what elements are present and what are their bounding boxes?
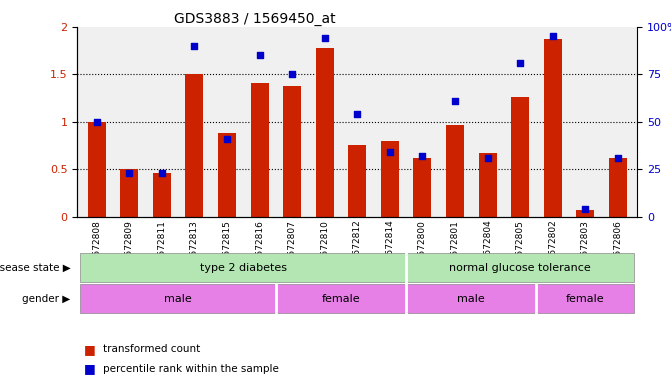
Point [384, 149, 395, 156]
Bar [348, 145, 366, 217]
Point [319, 35, 330, 41]
Point [450, 98, 460, 104]
Point [189, 43, 200, 49]
Text: female: female [566, 293, 605, 304]
Text: ■: ■ [84, 343, 96, 356]
Bar [88, 122, 105, 217]
Bar [446, 125, 464, 217]
Point [91, 119, 102, 125]
Text: GDS3883 / 1569450_at: GDS3883 / 1569450_at [174, 12, 336, 25]
Text: ■: ■ [84, 362, 96, 375]
Text: gender ▶: gender ▶ [22, 293, 70, 304]
Bar [478, 153, 497, 217]
Text: male: male [164, 293, 192, 304]
Point [124, 170, 135, 176]
Point [221, 136, 232, 142]
Bar [511, 97, 529, 217]
Point [417, 153, 428, 159]
Bar [576, 210, 595, 217]
Text: normal glucose tolerance: normal glucose tolerance [450, 263, 591, 273]
Text: male: male [458, 293, 485, 304]
Text: disease state ▶: disease state ▶ [0, 263, 70, 273]
Bar [120, 169, 138, 217]
Text: transformed count: transformed count [103, 344, 200, 354]
Point [287, 71, 297, 78]
Bar [153, 173, 171, 217]
Text: female: female [321, 293, 360, 304]
Bar [283, 86, 301, 217]
Point [613, 155, 623, 161]
Bar [316, 48, 333, 217]
Point [156, 170, 167, 176]
Bar [609, 158, 627, 217]
Bar [544, 39, 562, 217]
Bar [218, 133, 236, 217]
Bar [381, 141, 399, 217]
Point [548, 33, 558, 40]
Point [254, 52, 265, 58]
Point [580, 206, 590, 212]
Point [352, 111, 362, 118]
Text: type 2 diabetes: type 2 diabetes [200, 263, 287, 273]
Text: percentile rank within the sample: percentile rank within the sample [103, 364, 278, 374]
Bar [251, 83, 268, 217]
Bar [185, 74, 203, 217]
Point [515, 60, 525, 66]
Bar [413, 158, 431, 217]
Point [482, 155, 493, 161]
